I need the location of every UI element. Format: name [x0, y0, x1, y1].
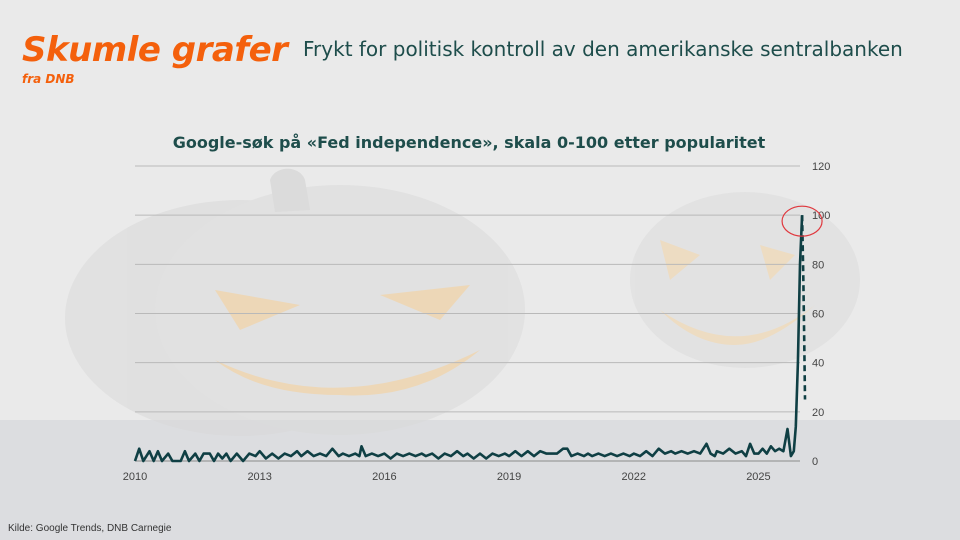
brand: Skumle grafer fra DNB	[22, 30, 288, 86]
x-tick-label: 2025	[746, 471, 770, 483]
brand-subtitle: fra DNB	[22, 72, 75, 86]
y-tick-label: 0	[812, 456, 818, 468]
y-tick-label: 20	[812, 407, 824, 419]
y-tick-label: 40	[812, 358, 824, 370]
x-tick-label: 2019	[497, 471, 521, 483]
page-headline: Frykt for politisk kontroll av den ameri…	[303, 37, 903, 61]
x-tick-label: 2022	[622, 471, 646, 483]
y-tick-label: 80	[812, 259, 824, 271]
y-tick-label: 120	[812, 161, 830, 173]
source-note: Kilde: Google Trends, DNB Carnegie	[8, 523, 172, 534]
brand-title: Skumle grafer	[22, 30, 288, 70]
series-line	[133, 215, 804, 463]
chart-title: Google-søk på «Fed independence», skala …	[172, 133, 766, 152]
x-tick-label: 2010	[123, 471, 147, 483]
y-tick-label: 60	[812, 309, 824, 321]
peak-highlight-circle	[781, 205, 823, 237]
pumpkin-left-icon	[65, 168, 525, 436]
series-line-dashed	[800, 215, 807, 400]
x-tick-label: 2016	[372, 471, 396, 483]
x-tick-label: 2013	[247, 471, 271, 483]
